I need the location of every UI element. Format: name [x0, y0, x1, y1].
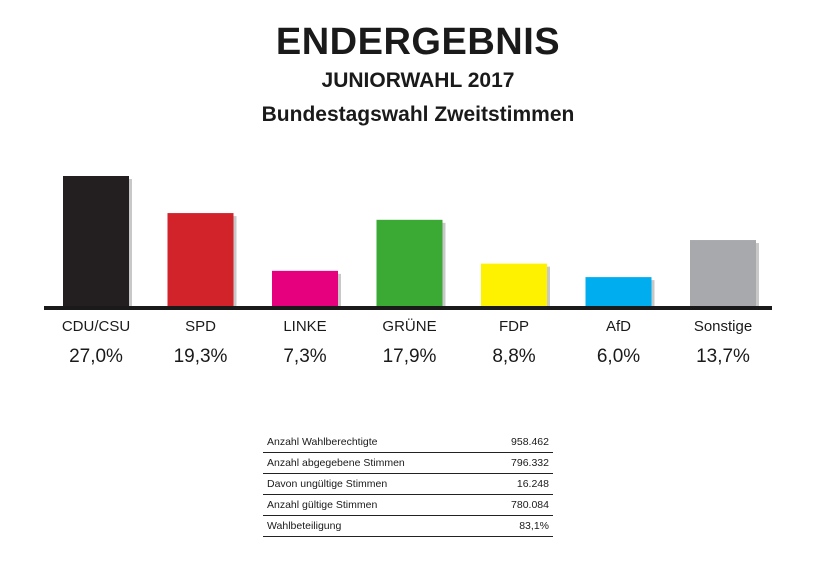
value-label: 19,3% — [174, 346, 228, 367]
row-label: Anzahl gültige Stimmen — [263, 494, 484, 516]
page-subtitle: JUNIORWAHL 2017 — [321, 69, 515, 92]
bar — [585, 277, 652, 306]
value-label: 6,0% — [597, 346, 640, 367]
table-row: Davon ungültige Stimmen 16.248 — [263, 473, 553, 495]
row-label: Anzahl abgegebene Stimmen — [263, 452, 484, 474]
category-label: CDU/CSU — [62, 318, 130, 335]
row-value: 780.084 — [483, 494, 553, 516]
row-label: Wahlbeteiligung — [263, 515, 484, 537]
category-label: LINKE — [283, 318, 326, 335]
category-label: AfD — [606, 318, 631, 335]
bar — [63, 176, 129, 306]
category-label: GRÜNE — [382, 317, 436, 335]
page-title: ENDERGEBNIS — [275, 21, 561, 63]
value-label: 27,0% — [69, 346, 123, 367]
results-table: Anzahl Wahlberechtigte 958.462 Anzahl ab… — [263, 432, 553, 537]
row-value: 16.248 — [483, 473, 553, 495]
baseline — [44, 306, 772, 310]
bar — [167, 213, 234, 306]
bar — [690, 240, 756, 306]
table-row: Anzahl Wahlberechtigte 958.462 — [263, 432, 553, 453]
row-label: Davon ungültige Stimmen — [263, 473, 484, 495]
bar — [481, 263, 547, 306]
row-value: 83,1% — [483, 515, 553, 537]
bar — [376, 219, 443, 306]
row-value: 958.462 — [483, 432, 553, 453]
value-label: 17,9% — [383, 346, 437, 367]
value-label: 13,7% — [696, 346, 750, 367]
table-row: Anzahl gültige Stimmen 780.084 — [263, 494, 553, 516]
value-label: 8,8% — [492, 346, 535, 367]
bar — [272, 270, 338, 306]
category-label: SPD — [185, 318, 216, 335]
page-subtitle-secondary: Bundestagswahl Zweitstimmen — [261, 103, 575, 126]
row-label: Anzahl Wahlberechtigte — [263, 432, 484, 453]
bar-chart: CDU/CSU 27,0% SPD 19,3% LINKE 7,3% GRÜNE 17,9% F… — [44, 176, 772, 367]
category-label: Sonstige — [694, 318, 752, 335]
category-label: FDP — [499, 318, 529, 335]
row-value: 796.332 — [483, 452, 553, 474]
table-row: Anzahl abgegebene Stimmen 796.332 — [263, 452, 553, 474]
value-label: 7,3% — [283, 346, 326, 367]
table-row: Wahlbeteiligung 83,1% — [263, 515, 553, 537]
